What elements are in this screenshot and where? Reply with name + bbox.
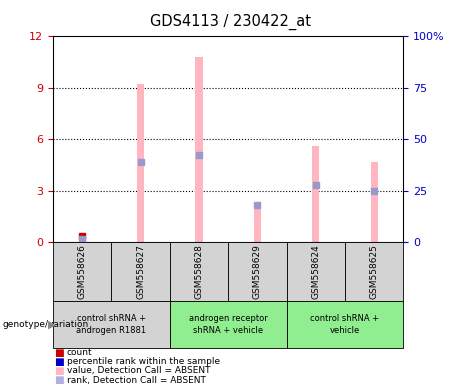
Bar — [195, 57, 202, 242]
Bar — [53, 301, 170, 348]
Bar — [254, 204, 261, 242]
Text: GSM558626: GSM558626 — [78, 244, 87, 299]
Text: ■: ■ — [54, 348, 64, 358]
Text: ▶: ▶ — [48, 319, 57, 329]
Text: percentile rank within the sample: percentile rank within the sample — [67, 357, 220, 366]
Text: ■: ■ — [54, 366, 64, 376]
Bar — [312, 146, 319, 242]
Text: genotype/variation: genotype/variation — [2, 320, 89, 329]
Text: rank, Detection Call = ABSENT: rank, Detection Call = ABSENT — [67, 376, 206, 384]
Text: androgen receptor
shRNA + vehicle: androgen receptor shRNA + vehicle — [189, 314, 267, 335]
Bar — [112, 242, 170, 301]
Bar — [287, 242, 345, 301]
Bar — [79, 237, 86, 242]
Text: ■: ■ — [54, 357, 64, 367]
Bar — [137, 84, 144, 242]
Text: control shRNA +
androgen R1881: control shRNA + androgen R1881 — [77, 314, 147, 335]
Bar — [371, 162, 378, 242]
Text: GSM558625: GSM558625 — [370, 244, 378, 299]
Text: GSM558629: GSM558629 — [253, 244, 262, 299]
Text: GSM558624: GSM558624 — [311, 244, 320, 299]
Bar — [170, 301, 287, 348]
Bar — [170, 242, 228, 301]
Bar — [228, 242, 287, 301]
Bar — [345, 242, 403, 301]
Text: value, Detection Call = ABSENT: value, Detection Call = ABSENT — [67, 366, 210, 376]
Text: GSM558627: GSM558627 — [136, 244, 145, 299]
Bar — [287, 301, 403, 348]
Text: count: count — [67, 348, 93, 357]
Text: ■: ■ — [54, 375, 64, 384]
Bar — [53, 242, 112, 301]
Text: control shRNA +
vehicle: control shRNA + vehicle — [310, 314, 379, 335]
Text: GDS4113 / 230422_at: GDS4113 / 230422_at — [150, 13, 311, 30]
Text: GSM558628: GSM558628 — [195, 244, 203, 299]
